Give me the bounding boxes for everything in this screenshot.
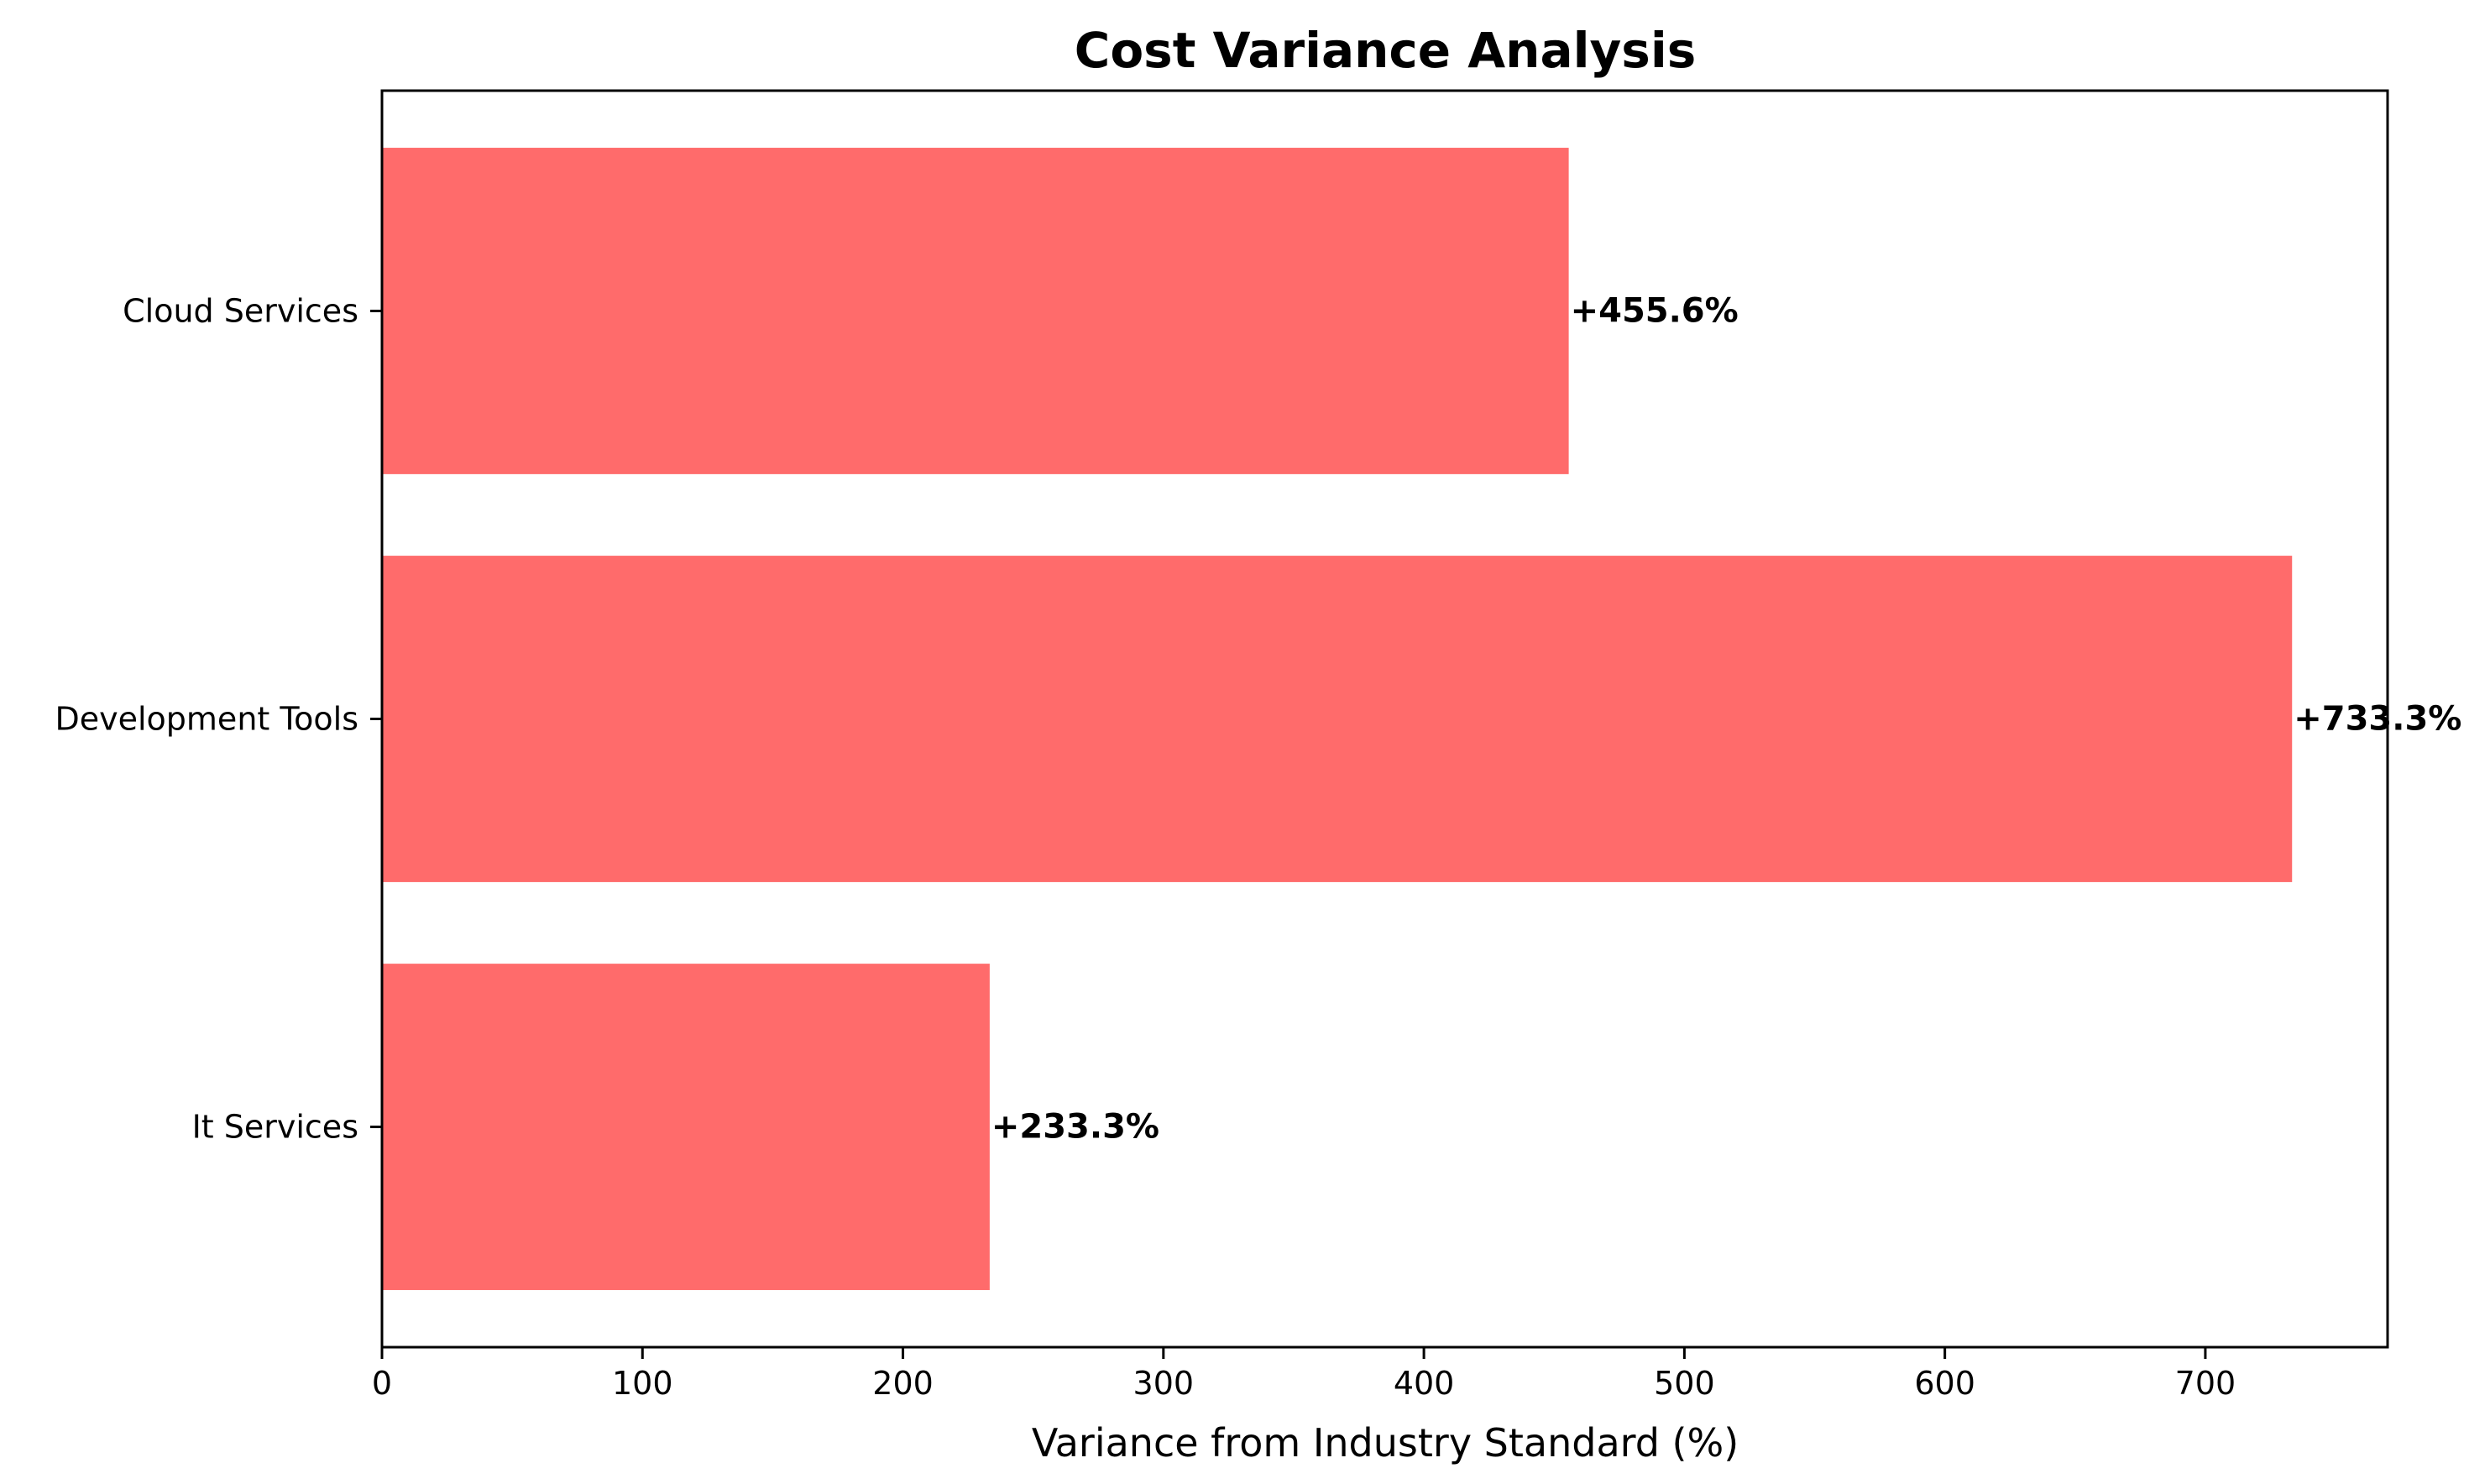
x-tick-label: 300 xyxy=(1133,1365,1195,1402)
bar-it-services xyxy=(382,964,990,1290)
data-labels-layer: +455.6% +733.3% +233.3% xyxy=(991,291,2461,1146)
y-tick-label: It Services xyxy=(192,1109,358,1146)
y-tick-label: Cloud Services xyxy=(123,292,358,329)
x-tick-label: 700 xyxy=(2175,1365,2236,1402)
y-axis: Cloud Services Development Tools It Servic… xyxy=(55,292,382,1146)
bar-development-tools xyxy=(382,556,2293,882)
y-tick-label: Development Tools xyxy=(55,701,358,738)
x-axis: 0 100 200 300 400 500 600 700 xyxy=(372,1347,2236,1402)
bars-layer xyxy=(382,148,2293,1290)
x-tick-label: 400 xyxy=(1394,1365,1455,1402)
x-tick-label: 0 xyxy=(372,1365,392,1402)
data-label: +733.3% xyxy=(2294,700,2461,739)
x-tick-label: 100 xyxy=(612,1365,673,1402)
data-label: +455.6% xyxy=(1571,291,1739,330)
x-tick-label: 600 xyxy=(1914,1365,1975,1402)
x-tick-label: 200 xyxy=(872,1365,934,1402)
data-label: +233.3% xyxy=(991,1108,1159,1147)
x-tick-label: 500 xyxy=(1654,1365,1715,1402)
plot-frame xyxy=(380,89,2389,1349)
x-axis-title: Variance from Industry Standard (%) xyxy=(1032,1420,1739,1466)
chart-title: Cost Variance Analysis xyxy=(1075,22,1696,79)
bar-cloud-services xyxy=(382,148,1569,474)
